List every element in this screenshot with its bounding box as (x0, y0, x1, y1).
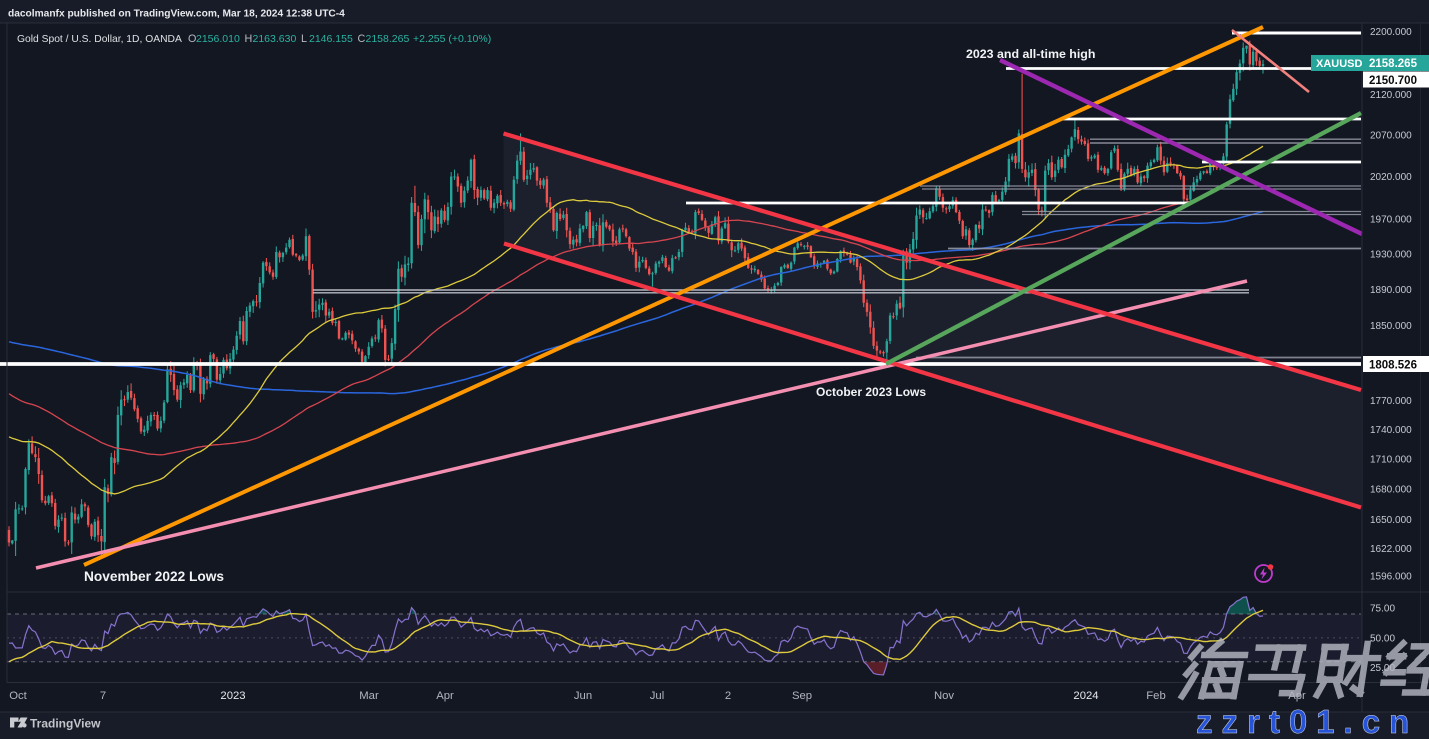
svg-text:2158.265: 2158.265 (1369, 58, 1418, 70)
svg-text:1650.000: 1650.000 (1370, 515, 1412, 526)
svg-text:2150.700: 2150.700 (1369, 75, 1417, 87)
svg-text:1808.526: 1808.526 (1369, 359, 1417, 371)
svg-text:2146.155: 2146.155 (309, 33, 353, 45)
svg-text:O: O (188, 33, 196, 45)
svg-text:Nov: Nov (934, 690, 954, 702)
svg-text:1710.000: 1710.000 (1370, 455, 1412, 466)
svg-text:H: H (245, 33, 253, 45)
svg-text:2200.000: 2200.000 (1370, 27, 1412, 38)
svg-text:C: C (358, 33, 366, 45)
svg-text:Feb: Feb (1146, 690, 1165, 702)
svg-text:+2.255 (+0.10%): +2.255 (+0.10%) (413, 33, 491, 45)
svg-text:Sep: Sep (792, 690, 812, 702)
svg-text:2120.000: 2120.000 (1370, 90, 1412, 101)
svg-text:Jul: Jul (650, 690, 664, 702)
svg-text:Jun: Jun (574, 690, 592, 702)
svg-text:October 2023 Lows: October 2023 Lows (816, 385, 926, 399)
svg-text:2156.010: 2156.010 (196, 33, 240, 45)
svg-text:TradingView: TradingView (30, 717, 101, 731)
svg-text:1850.000: 1850.000 (1370, 321, 1412, 332)
svg-text:Gold Spot / U.S. Dollar, 1D, O: Gold Spot / U.S. Dollar, 1D, OANDA (17, 34, 182, 45)
svg-text:1770.000: 1770.000 (1370, 396, 1412, 407)
svg-text:2070.000: 2070.000 (1370, 131, 1412, 142)
svg-text:1740.000: 1740.000 (1370, 425, 1412, 436)
svg-text:50.00: 50.00 (1370, 633, 1395, 644)
svg-text:1970.000: 1970.000 (1370, 215, 1412, 226)
svg-text:2023 and all-time high: 2023 and all-time high (966, 47, 1095, 61)
svg-text:1622.000: 1622.000 (1370, 544, 1412, 555)
svg-text:November 2022 Lows: November 2022 Lows (84, 569, 224, 584)
svg-text:25.00: 25.00 (1370, 663, 1395, 674)
svg-text:dacolmanfx published on Tradin: dacolmanfx published on TradingView.com,… (8, 9, 345, 20)
svg-text:2158.265: 2158.265 (366, 33, 410, 45)
svg-text:2020.000: 2020.000 (1370, 172, 1412, 183)
svg-text:2: 2 (725, 690, 731, 702)
svg-text:1680.000: 1680.000 (1370, 485, 1412, 496)
svg-text:Apr: Apr (436, 690, 454, 702)
svg-text:7: 7 (100, 690, 106, 702)
svg-text:2024: 2024 (1073, 690, 1098, 702)
svg-text:2163.630: 2163.630 (253, 33, 297, 45)
svg-text:Mar: Mar (359, 690, 379, 702)
svg-text:L: L (301, 33, 307, 45)
svg-text:2023: 2023 (220, 690, 245, 702)
svg-text:1596.000: 1596.000 (1370, 572, 1412, 583)
svg-text:1930.000: 1930.000 (1370, 249, 1412, 260)
svg-text:XAUUSD: XAUUSD (1316, 58, 1363, 70)
svg-text:1890.000: 1890.000 (1370, 285, 1412, 296)
svg-text:zzrt01.cn: zzrt01.cn (1196, 703, 1418, 739)
svg-text:Oct: Oct (9, 690, 27, 702)
svg-text:75.00: 75.00 (1370, 604, 1395, 615)
